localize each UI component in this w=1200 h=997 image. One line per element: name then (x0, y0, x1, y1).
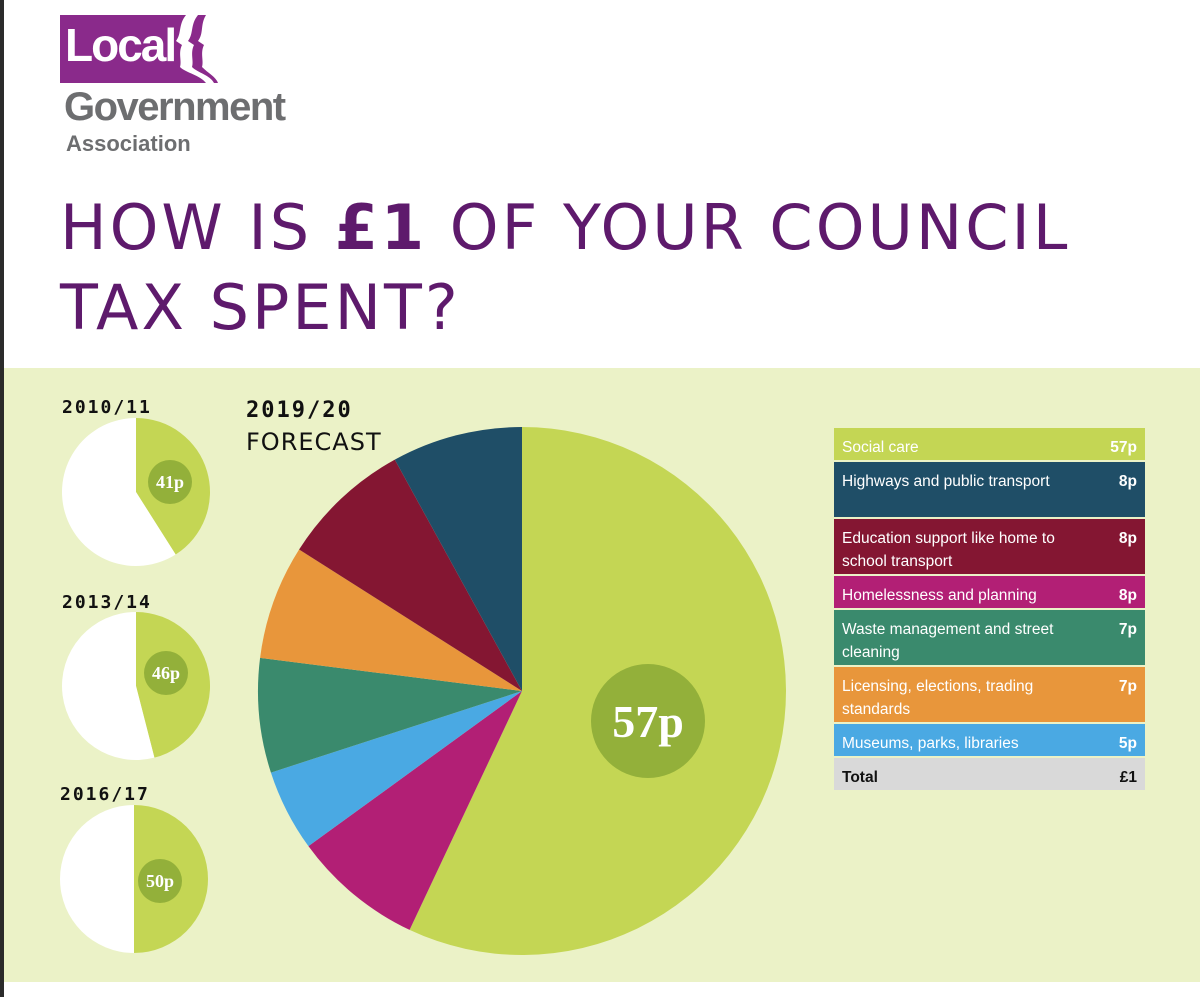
legend-row-homelessness-and-planning: Homelessness and planning 8p (834, 576, 1145, 608)
legend-label: Museums, parks, libraries (842, 735, 1019, 752)
logo-association-text: Association (66, 131, 191, 156)
legend-row-social-care: Social care 57p (834, 428, 1145, 460)
legend-value: 5p (1118, 735, 1137, 752)
chart-legend: Social care 57p Highways and public transp… (834, 428, 1145, 792)
pie-slice-homelessness-and-planning (308, 691, 522, 930)
title-after: OF YOUR COUNCIL TAX SPENT? (60, 191, 1071, 344)
pie-slice-waste-management-and-street-cleaning (257, 657, 522, 773)
lga-logo: Local Government Association (60, 15, 300, 160)
legend-label: Education support like home to school tr… (842, 530, 1055, 570)
forecast-label: FORECAST (246, 428, 382, 456)
pie-slice-licensing-elections-trading-standards (260, 549, 522, 691)
legend-value: £1 (1119, 769, 1137, 786)
legend-label: Total (842, 769, 878, 786)
slice-value-label: 41p (156, 472, 184, 492)
title-amount: £1 (334, 191, 428, 264)
legend-value: 57p (1110, 439, 1137, 456)
logo-box: Local (60, 15, 223, 83)
page-left-edge (0, 0, 4, 997)
legend-row-museums-parks-libraries: Museums, parks, libraries 5p (834, 724, 1145, 756)
slice-value-label: 50p (146, 871, 174, 891)
legend-label: Waste management and street cleaning (842, 621, 1054, 661)
legend-value: 7p (1118, 621, 1137, 638)
legend-value: 8p (1118, 587, 1137, 604)
legend-row-highways-and-public-transport: Highways and public transport 8p (834, 462, 1145, 517)
slice-value-label: 46p (152, 663, 180, 683)
pie-chart-2019-forecast: 57p (257, 427, 787, 955)
faces-profile-icon (176, 15, 223, 83)
pie-slice-other (62, 612, 155, 760)
logo-government-text: Government (64, 85, 286, 129)
pie-slice-highways-and-public-transport (394, 427, 522, 691)
pie-slice-other (60, 805, 134, 953)
year-label-2010: 2010/11 (62, 397, 152, 418)
legend-row-education-support-like-home-to-school-transport: Education support like home to school tr… (834, 519, 1145, 574)
title-before: HOW IS (60, 191, 335, 264)
pie-chart-2013: 46p (62, 612, 211, 760)
logo-local-text: Local (65, 19, 177, 71)
legend-label: Social care (842, 439, 919, 456)
pie-chart-2010: 41p (61, 418, 210, 566)
legend-label: Homelessness and planning (842, 587, 1037, 604)
legend-row-licensing-elections-trading-standards: Licensing, elections, trading standards 7… (834, 667, 1145, 722)
pie-chart-2016: 50p (60, 805, 208, 953)
legend-value: 7p (1118, 678, 1137, 695)
pie-slice-museums-parks-libraries (270, 691, 522, 847)
legend-row-waste-management-and-street-cleaning: Waste management and street cleaning 7p (834, 610, 1145, 665)
pie-slice-other (61, 418, 176, 566)
year-label-2013: 2013/14 (62, 592, 152, 613)
legend-label: Highways and public transport (842, 473, 1050, 490)
year-label-2016: 2016/17 (60, 784, 150, 805)
legend-row-total: Total £1 (834, 758, 1145, 790)
legend-label: Licensing, elections, trading standards (842, 678, 1034, 718)
legend-value: 8p (1118, 530, 1137, 547)
slice-value-badge (591, 664, 705, 778)
page-title: HOW IS £1 OF YOUR COUNCIL TAX SPENT? (60, 188, 1160, 348)
slice-value-badge (148, 460, 192, 504)
pie-slice-education-support-like-home-to-school-transport (299, 459, 522, 691)
slice-value-label: 57p (612, 696, 684, 747)
year-label-2019: 2019/20 (246, 398, 353, 423)
legend-value: 8p (1118, 473, 1137, 490)
slice-value-badge (144, 651, 188, 695)
slice-value-badge (138, 859, 182, 903)
pie-slice-social-care (409, 427, 787, 955)
